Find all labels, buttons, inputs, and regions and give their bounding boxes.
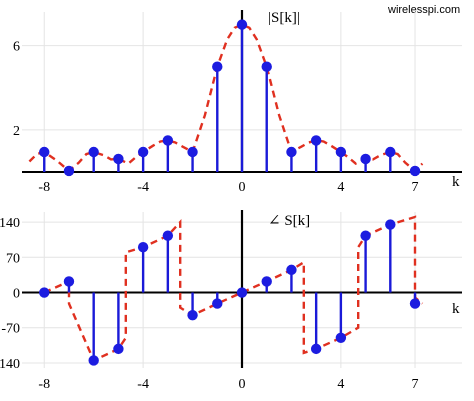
mag-xtick-label: 0	[239, 180, 246, 195]
phase-stem-marker	[261, 276, 272, 287]
phase-ytick-label: -70	[1, 322, 20, 337]
mag-xtick-label: -8	[38, 180, 50, 195]
phase-stem-marker	[113, 343, 124, 355]
phase-stem-marker	[286, 264, 297, 276]
mag-stem-marker	[39, 146, 50, 158]
phase-stem-marker	[39, 287, 50, 298]
phase-ytick-label: -140	[0, 357, 20, 372]
phase-stem-marker	[409, 298, 421, 309]
phase-stem-marker	[88, 355, 99, 366]
mag-stem-marker	[113, 153, 124, 165]
phase-stem-marker	[360, 230, 371, 241]
mag-stem-marker	[63, 165, 75, 177]
phase-ylabel: ∠ S[k]	[268, 213, 310, 229]
phase-ytick-label: 0	[13, 287, 20, 302]
watermark: wirelesspi.com	[387, 4, 460, 16]
mag-envelope	[28, 23, 424, 173]
mag-stem-marker	[212, 61, 223, 72]
mag-ytick-label: 2	[13, 124, 20, 139]
phase-xlabel: k	[452, 301, 460, 317]
phase-stem-marker	[385, 219, 396, 230]
phase-stem-marker	[310, 343, 322, 355]
mag-xtick-label: -4	[137, 180, 149, 195]
phase-xtick-label: 4	[337, 377, 344, 392]
mag-stem-marker	[137, 146, 149, 158]
magnitude-xlabel: k	[452, 174, 460, 190]
phase-xtick-label: 7	[412, 377, 419, 392]
mag-xtick-label: 4	[337, 180, 344, 195]
mag-stem-marker	[261, 61, 272, 72]
phase-stem-marker	[137, 242, 149, 253]
mag-xtick-label: 7	[412, 180, 419, 195]
mag-ytick-label: 6	[13, 40, 20, 55]
phase-stem-marker	[212, 298, 223, 309]
mag-stem-marker	[310, 135, 322, 146]
phase-ytick-label: 70	[6, 251, 20, 266]
phase-stem-marker	[335, 332, 347, 344]
mag-stem-marker	[360, 153, 371, 165]
phase-stem-marker	[162, 230, 174, 241]
magnitude-ylabel: |S[k]|	[268, 10, 300, 26]
mag-stem-marker	[236, 19, 248, 30]
phase-ytick-label: 140	[0, 216, 20, 231]
phase-stem-marker	[236, 287, 248, 298]
mag-stem-marker	[335, 146, 347, 158]
mag-stem-marker	[286, 146, 297, 158]
phase-stem-marker	[187, 309, 198, 321]
phase-stem-marker	[63, 276, 75, 287]
phase-xtick-label: -4	[137, 377, 149, 392]
mag-stem-marker	[385, 146, 396, 158]
mag-stem-marker	[409, 165, 421, 177]
mag-stem-marker	[88, 146, 99, 158]
phase-xtick-label: 0	[239, 377, 246, 392]
phase-xtick-label: -8	[38, 377, 50, 392]
mag-stem-marker	[162, 135, 174, 146]
phase-plot: -8 -4 0 4 7 -140 -70 0 70 140 ∠ S[k] k	[0, 210, 462, 392]
magnitude-plot: -8 -4 0 4 7 2 6 |S[k]| k	[13, 10, 462, 195]
mag-stem-marker	[187, 146, 198, 158]
